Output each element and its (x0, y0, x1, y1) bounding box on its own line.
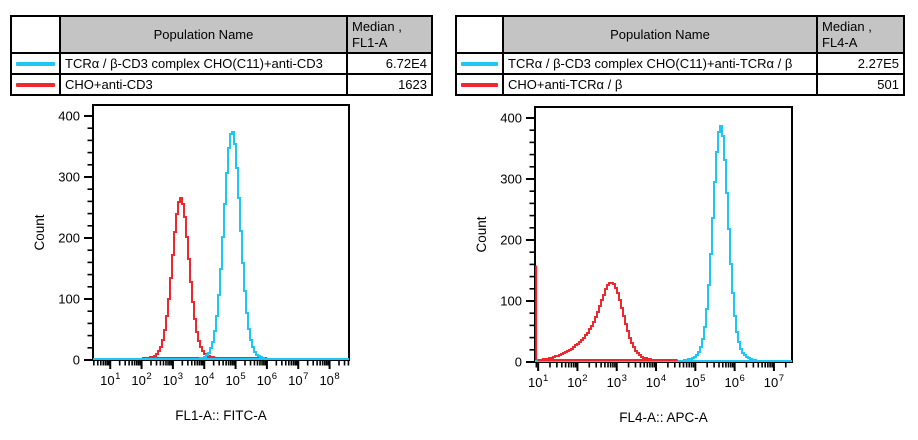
median-header: Median , FL4-A (816, 15, 905, 54)
median-value-cell: 501 (816, 73, 905, 96)
x-tick-label: 104 (646, 373, 666, 390)
population-cell: TCRα / β-CD3 complex CHO(C11)+anti-TCRα … (502, 52, 818, 75)
y-tick-label: 200 (500, 232, 522, 247)
population-table-left: Population Name Median , FL1-A TCRα / β-… (10, 15, 433, 96)
x-tick-label: 102 (131, 371, 151, 388)
median-value-cell: 1623 (346, 73, 433, 96)
swatch-header-cell (455, 15, 504, 54)
x-tick-label: 101 (528, 373, 548, 390)
y-tick-label: 0 (73, 353, 80, 368)
histogram-curve-cyan (192, 131, 272, 360)
series-color-cell (10, 52, 61, 75)
swatch-header-cell (10, 15, 61, 54)
population-name-header: Population Name (59, 15, 348, 54)
y-axis-label: Count (474, 216, 489, 252)
table-row[interactable]: CHO+anti-CD3 1623 (10, 73, 433, 96)
median-header-line1: Median , (822, 18, 872, 34)
y-tick-label: 300 (58, 169, 80, 184)
x-tick-label: 108 (319, 371, 339, 388)
table-row[interactable]: TCRα / β-CD3 complex CHO(C11)+anti-TCRα … (455, 52, 905, 75)
median-value-cell: 2.27E5 (816, 52, 905, 75)
table-row[interactable]: TCRα / β-CD3 complex CHO(C11)+anti-CD3 6… (10, 52, 433, 75)
y-axis-label: Count (32, 214, 47, 250)
table-header-row: Population Name Median , FL4-A (455, 15, 905, 54)
population-name-header: Population Name (502, 15, 818, 54)
x-tick-label: 104 (194, 371, 214, 388)
plot-frame (534, 106, 793, 363)
histogram-curve-red (539, 282, 677, 361)
population-table-right: Population Name Median , FL4-A TCRα / β-… (455, 15, 905, 96)
population-cell: CHO+anti-CD3 (59, 73, 348, 96)
population-cell: CHO+anti-TCRα / β (502, 73, 818, 96)
y-tick-label: 400 (500, 110, 522, 125)
x-tick-label: 107 (764, 373, 784, 390)
right-histogram-plot[interactable]: 0 100 200 300 400 101 102 103 104 105 106 107 FL4-A:… (455, 100, 918, 440)
y-tick-label: 100 (58, 291, 80, 306)
y-tick-label: 100 (500, 293, 522, 308)
series-color-swatch (461, 82, 498, 87)
x-tick-label: 105 (685, 373, 705, 390)
median-header-line2: FL1-A (352, 34, 388, 50)
series-color-swatch (461, 61, 498, 66)
x-tick-label: 106 (257, 371, 277, 388)
median-header: Median , FL1-A (346, 15, 433, 54)
x-tick-label: 107 (288, 371, 308, 388)
x-tick-label: 103 (607, 373, 627, 390)
x-tick-label: 106 (724, 373, 744, 390)
left-histogram-plot[interactable]: 0 100 200 300 400 101 102 103 104 105 106 107 108 FL1… (0, 100, 459, 440)
population-cell: TCRα / β-CD3 complex CHO(C11)+anti-CD3 (59, 52, 348, 75)
median-header-line2: FL4-A (822, 34, 858, 50)
histogram-curve-red (142, 197, 266, 359)
x-axis-label: FL1-A:: FITC-A (175, 408, 267, 423)
plot-frame (92, 104, 350, 361)
x-axis-label: FL4-A:: APC-A (619, 410, 708, 425)
y-tick-label: 0 (515, 355, 522, 370)
histogram-curve-cyan (676, 125, 758, 362)
x-tick-label: 103 (163, 371, 183, 388)
x-tick-label: 102 (567, 373, 587, 390)
x-tick-label: 105 (225, 371, 245, 388)
series-color-swatch (16, 61, 55, 66)
median-value-cell: 6.72E4 (346, 52, 433, 75)
y-tick-label: 400 (58, 108, 80, 123)
series-color-cell (455, 52, 504, 75)
table-row[interactable]: CHO+anti-TCRα / β 501 (455, 73, 905, 96)
series-color-cell (10, 73, 61, 96)
series-color-cell (455, 73, 504, 96)
y-tick-label: 300 (500, 171, 522, 186)
series-color-swatch (16, 82, 55, 87)
y-tick-label: 200 (58, 230, 80, 245)
table-header-row: Population Name Median , FL1-A (10, 15, 433, 54)
median-header-line1: Median , (352, 18, 402, 34)
x-tick-label: 101 (100, 371, 120, 388)
